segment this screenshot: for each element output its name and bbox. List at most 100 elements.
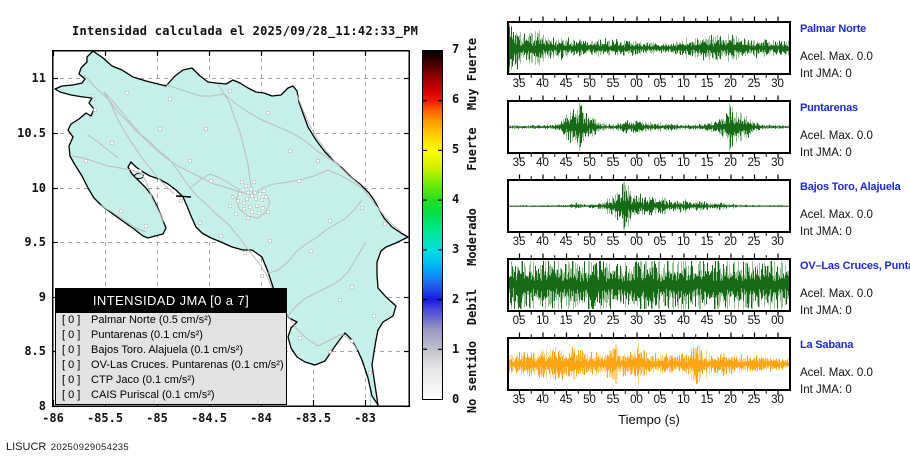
station-marker	[309, 249, 313, 253]
watermark-code: 20250929054235	[50, 442, 129, 453]
station-marker	[168, 97, 172, 101]
station-marker	[266, 111, 270, 115]
seismogram-tick-label: 00	[771, 315, 784, 327]
station-marker	[253, 191, 257, 195]
seismogram-tick-label: 00	[630, 157, 643, 169]
seismogram-tick-label: 05	[653, 394, 667, 406]
station-marker	[316, 159, 320, 163]
seismogram-station-name: Palmar Norte	[800, 23, 867, 35]
seismogram-tick-label: 15	[700, 157, 714, 169]
seismogram-tick-label: 55	[747, 315, 761, 327]
seismogram-int-jma: Int JMA: 0	[800, 147, 852, 159]
station-marker	[328, 350, 332, 354]
seismogram-accel-max: Acel. Max. 0.0	[800, 51, 873, 63]
station-marker	[231, 195, 235, 199]
legend-entry: [ 0 ] Bajos Toro. Alajuela (0.1 cm/s²)	[56, 343, 286, 358]
station-marker	[264, 195, 268, 199]
station-marker	[350, 285, 354, 289]
seismogram-tick-label: 50	[583, 78, 596, 90]
seismogram-tick-label: 45	[700, 315, 714, 327]
seismogram-tick-label: 05	[653, 236, 667, 248]
seismogram-tick-label: 50	[583, 394, 596, 406]
seismogram-tick-label: 20	[583, 315, 596, 327]
seismogram-tick-label: 40	[536, 236, 549, 248]
station-marker	[297, 179, 301, 183]
colorbar-tick-label: 6	[452, 92, 460, 106]
station-marker	[219, 234, 223, 238]
station-marker	[246, 191, 250, 195]
seismogram-tick-label: 45	[559, 78, 573, 90]
seismogram-station-name: Bajos Toro, Alajuela	[800, 181, 901, 193]
seismogram-tick-label: 35	[512, 78, 526, 90]
station-marker	[268, 239, 272, 243]
station-marker	[228, 204, 232, 208]
seismogram-tick-label: 00	[630, 78, 643, 90]
seismogram-tick-label: 00	[630, 236, 643, 248]
legend-entry: [ 0 ] OV-Las Cruces. Puntarenas (0.1 cm/…	[56, 358, 286, 373]
station-marker	[93, 108, 97, 112]
seismogram-tick-label: 10	[677, 78, 690, 90]
seismogram-tick-label: 55	[606, 394, 620, 406]
legend-entry-station: Puntarenas (0.1 cm/s²)	[88, 329, 203, 342]
map-y-tick-label: 9	[38, 290, 46, 304]
map-x-tick-label: -83.5	[294, 411, 332, 425]
station-marker	[257, 211, 261, 215]
station-marker	[254, 197, 258, 201]
seismogram-accel-max: Acel. Max. 0.0	[800, 367, 873, 379]
seismogram-tick-label: 45	[559, 157, 573, 169]
seismogram-tick-label: 30	[771, 78, 784, 90]
seismogram-station-name: Puntarenas	[800, 102, 858, 114]
map-y-tick-label: 10.5	[17, 126, 46, 140]
seismogram-tick-label: 20	[724, 394, 737, 406]
seismogram-axis-ticks	[518, 95, 779, 100]
station-marker	[255, 204, 259, 208]
station-marker	[262, 189, 266, 193]
station-marker	[179, 199, 183, 203]
seismogram-tick-label: 25	[747, 394, 761, 406]
station-marker	[245, 197, 249, 201]
waveform-plot	[509, 261, 789, 309]
station-marker	[248, 205, 252, 209]
map-x-tick-label: -84	[250, 411, 272, 425]
station-marker	[204, 127, 208, 131]
seismogram-int-jma: Int JMA: 0	[800, 68, 852, 80]
map-y-tick-label: 8.5	[24, 344, 46, 358]
seismogram-tick-label: 35	[512, 157, 526, 169]
legend-entries: [ 0 ] Palmar Norte (0.5 cm/s²)[ 0 ] Punt…	[56, 313, 286, 404]
seismogram-tick-label: 35	[653, 315, 667, 327]
seismogram-box	[507, 21, 791, 75]
station-marker	[260, 274, 264, 278]
seismogram-tick-label: 20	[724, 78, 737, 90]
seismogram-tick-label: 40	[536, 394, 549, 406]
legend-entry-station: OV-Las Cruces. Puntarenas (0.1 cm/s²)	[88, 359, 284, 372]
watermark-agency: LISUCR	[6, 441, 47, 453]
map-x-tick-label: -84.5	[190, 411, 228, 425]
seismogram-tick-label: 10	[677, 157, 690, 169]
map-x-tick-label: -85	[146, 411, 168, 425]
colorbar-tick-label: 2	[452, 292, 460, 306]
seismogram-tick-label: 55	[606, 78, 620, 90]
colorbar-tick-label: 5	[452, 142, 460, 156]
seismogram-tick-label: 35	[512, 394, 526, 406]
colorbar-tick-label: 7	[452, 42, 460, 56]
seismogram-tick-label: 05	[512, 315, 526, 327]
station-marker	[250, 194, 254, 198]
seismogram-axis-ticks	[518, 253, 779, 258]
road-network	[71, 74, 403, 351]
station-marker	[144, 224, 148, 228]
seismogram-tick-label: 30	[771, 394, 784, 406]
seismogram-tick-label: 10	[677, 236, 690, 248]
seismogram-tick-label: 50	[724, 315, 737, 327]
legend-box: INTENSIDAD JMA [0 a 7] [ 0 ] Palmar Nort…	[55, 288, 287, 405]
map-y-tick-label: 11	[31, 71, 46, 85]
seismogram-tick-label: 50	[583, 236, 596, 248]
station-marker	[360, 206, 364, 210]
time-axis-label: Tiempo (s)	[618, 412, 680, 427]
seismogram-int-jma: Int JMA: 0	[800, 384, 852, 396]
puntarenas-spit	[175, 195, 192, 198]
colorbar-tick-label: 0	[452, 392, 460, 406]
legend-entry-station: Bajos Toro. Alajuela (0.1 cm/s²)	[88, 344, 244, 357]
seismogram-tick-label: 55	[606, 236, 620, 248]
colorbar-band-label: Muy Fuerte	[465, 37, 479, 111]
